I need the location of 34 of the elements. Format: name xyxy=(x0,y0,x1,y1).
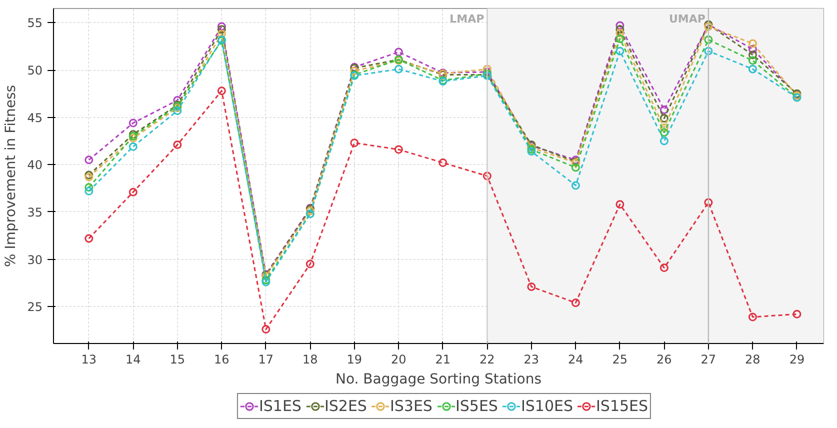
x-tick-label: 14 xyxy=(126,352,141,366)
y-tick-label: 35 xyxy=(27,205,43,220)
y-tick-label: 55 xyxy=(27,16,43,30)
x-tick-label: 29 xyxy=(789,352,805,366)
x-tick-label: 22 xyxy=(480,352,495,366)
y-tick-label: 40 xyxy=(27,158,43,172)
x-tick-label: 18 xyxy=(302,352,318,366)
x-tick-label: 20 xyxy=(391,352,406,366)
ref-line-label: UMAP xyxy=(668,12,706,26)
y-tick-label: 45 xyxy=(27,110,43,125)
y-axis-title: % Improvement in Fitness xyxy=(3,84,20,268)
x-tick-label: 24 xyxy=(568,352,584,366)
legend-label: IS2ES xyxy=(324,397,367,415)
legend-label: IS15ES xyxy=(596,397,648,415)
y-tick-label: 25 xyxy=(27,300,43,314)
legend-label: IS1ES xyxy=(258,397,302,415)
x-tick-label: 27 xyxy=(700,352,716,366)
x-tick-label: 26 xyxy=(656,352,672,366)
x-tick-label: 13 xyxy=(81,352,97,366)
x-tick-label: 15 xyxy=(170,352,186,366)
legend-label: IS3ES xyxy=(390,397,432,415)
y-tick-label: 30 xyxy=(27,252,43,267)
x-tick-label: 21 xyxy=(435,352,451,366)
x-tick-label: 25 xyxy=(612,352,628,366)
x-tick-label: 16 xyxy=(214,352,230,366)
x-tick-label: 28 xyxy=(745,352,760,366)
legend-label: IS10ES xyxy=(520,397,573,415)
x-tick-label: 23 xyxy=(524,352,540,366)
x-tick-label: 19 xyxy=(346,352,362,366)
ref-line-label: LMAP xyxy=(450,12,484,26)
y-tick-label: 50 xyxy=(27,64,43,78)
x-tick-label: 17 xyxy=(258,352,274,366)
legend-label: IS5ES xyxy=(455,397,498,415)
x-axis-title: No. Baggage Sorting Stations xyxy=(335,372,542,388)
